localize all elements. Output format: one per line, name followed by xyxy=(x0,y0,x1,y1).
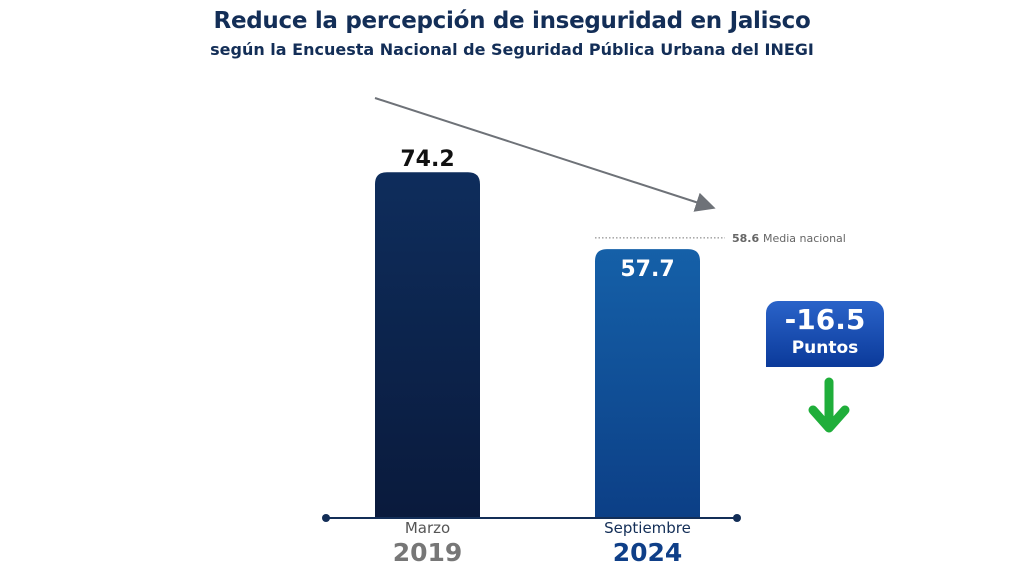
x-tick-year: 2019 xyxy=(393,538,463,567)
bar-value-label: 57.7 xyxy=(620,257,674,282)
bar-2019 xyxy=(375,172,480,518)
title-rest: la percepción de inseguridad en Jalisco xyxy=(314,8,811,34)
trend-arrow xyxy=(374,97,716,212)
change-badge: -16.5 Puntos xyxy=(766,301,884,367)
axis-dot-right xyxy=(733,514,741,522)
title-emphasis: Reduce xyxy=(213,8,308,34)
bar-2024 xyxy=(595,249,700,519)
reference-value: 58.6 xyxy=(732,232,763,245)
x-tick-month: Septiembre xyxy=(604,519,691,537)
chart-title: Reduce la percepción de inseguridad en J… xyxy=(0,8,1024,34)
reference-label: 58.6 Media nacional xyxy=(732,232,846,245)
bar-value-label: 74.2 xyxy=(400,147,454,172)
change-unit: Puntos xyxy=(791,338,859,358)
change-value: -16.5 xyxy=(784,303,866,336)
x-tick-year: 2024 xyxy=(613,538,683,567)
down-arrow-icon xyxy=(808,377,850,433)
x-tick-month: Marzo xyxy=(405,519,450,537)
chart-subtitle: según la Encuesta Nacional de Seguridad … xyxy=(210,40,814,59)
reference-text: Media nacional xyxy=(763,232,846,245)
axis-dot-left xyxy=(322,514,330,522)
